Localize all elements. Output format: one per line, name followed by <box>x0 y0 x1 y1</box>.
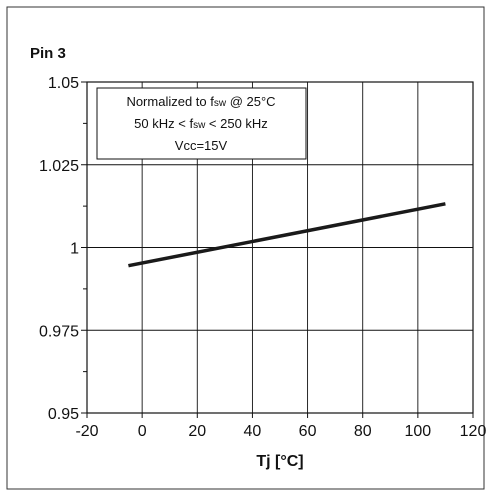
x-tick-label-4: 60 <box>299 423 317 440</box>
x-axis-ticks: -20 0 20 40 60 80 100 120 <box>75 413 486 440</box>
x-tick-label-6: 100 <box>405 423 432 440</box>
series-group <box>128 202 446 268</box>
y-tick-label-4: 1.05 <box>48 75 79 92</box>
chart-title: Pin 3 <box>30 45 66 62</box>
y-tick-label-3: 1.025 <box>39 158 79 175</box>
x-tick-label-0: -20 <box>75 423 98 440</box>
y-axis-ticks: 0.95 0.975 1 1.025 1.05 <box>39 75 87 423</box>
annotation-border <box>96 87 307 160</box>
x-tick-label-5: 80 <box>354 423 372 440</box>
annotation-line-3: Vcc=15V <box>175 138 228 153</box>
annotation-line-2: 50 kHz < fsw < 250 kHz <box>134 116 268 131</box>
annotation-line-1: Normalized to fsw @ 25°C <box>126 94 275 109</box>
y-tick-label-0: 0.95 <box>48 406 79 423</box>
y-tick-label-1: 0.975 <box>39 323 79 340</box>
x-tick-label-2: 20 <box>188 423 206 440</box>
x-tick-label-3: 40 <box>244 423 262 440</box>
y-tick-label-2: 1 <box>70 241 79 258</box>
series-line-0 <box>128 202 446 268</box>
x-axis-label: Tj [°C] <box>256 453 303 470</box>
annotation-box: Normalized to fsw @ 25°C 50 kHz < fsw < … <box>96 87 307 160</box>
x-tick-label-7: 120 <box>460 423 487 440</box>
x-tick-label-1: 0 <box>138 423 147 440</box>
